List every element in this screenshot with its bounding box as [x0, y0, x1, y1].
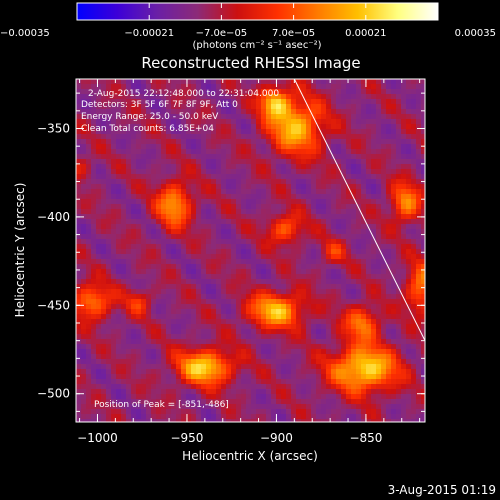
y-axis-label: Heliocentric Y (arcsec)	[13, 183, 27, 318]
info-line-counts: Clean Total counts: 6.85E+04	[81, 124, 214, 134]
colorbar-tick-label: 0.00021	[345, 28, 386, 39]
x-tick-label: −950	[170, 431, 203, 445]
info-line-time: 2-Aug-2015 22:12:48.000 to 22:31:04.000	[88, 89, 279, 99]
colorbar-frame	[76, 2, 439, 21]
info-line-detectors: Detectors: 3F 5F 6F 7F 8F 9F, Att 0	[81, 100, 238, 110]
y-tick-label: −350	[37, 122, 70, 136]
x-axis-ticks: −1000 −950 −900 −850	[77, 79, 421, 445]
y-tick-label: −450	[37, 298, 70, 312]
y-axis-ticks: −350 −400 −450 −500	[37, 92, 425, 412]
colorbar-unit-label: (photons cm⁻² s⁻¹ asec⁻²)	[192, 40, 321, 51]
colorbar-tick-label: 0.00035	[455, 28, 496, 39]
colorbar-tick-label: −0.00035	[0, 28, 50, 39]
x-tick-label: −900	[260, 431, 293, 445]
colorbar-tick-label: 7.0e−05	[272, 28, 315, 39]
colorbar-tick-label: −0.00021	[124, 28, 174, 39]
solar-limb-line	[293, 79, 425, 341]
info-text: 2-Aug-2015 22:12:48.000 to 22:31:04.000 …	[81, 89, 279, 410]
colorbar-tick-label: −7.0e−05	[196, 28, 248, 39]
heatmap-image	[76, 79, 425, 422]
plot-frame	[75, 78, 426, 423]
colorbar-gradient	[77, 3, 438, 20]
peak-position-label: Position of Peak = [-851,-486]	[94, 400, 229, 410]
info-line-energy: Energy Range: 25.0 - 50.0 keV	[81, 112, 219, 122]
x-axis-label: Heliocentric X (arcsec)	[182, 449, 318, 463]
y-tick-label: −500	[37, 387, 70, 401]
x-tick-label: −1000	[77, 431, 118, 445]
x-tick-label: −850	[349, 431, 382, 445]
timestamp: 3-Aug-2015 01:19	[388, 483, 496, 497]
colorbar-ticks: −0.00035 −0.00021 −7.0e−05 7.0e−05 0.00021 0.…	[0, 3, 496, 39]
y-tick-label: −400	[37, 210, 70, 224]
chart-title: Reconstructed RHESSI Image	[141, 54, 360, 72]
colorbar: −0.00035 −0.00021 −7.0e−05 7.0e−05 0.00021 0.…	[0, 2, 496, 51]
